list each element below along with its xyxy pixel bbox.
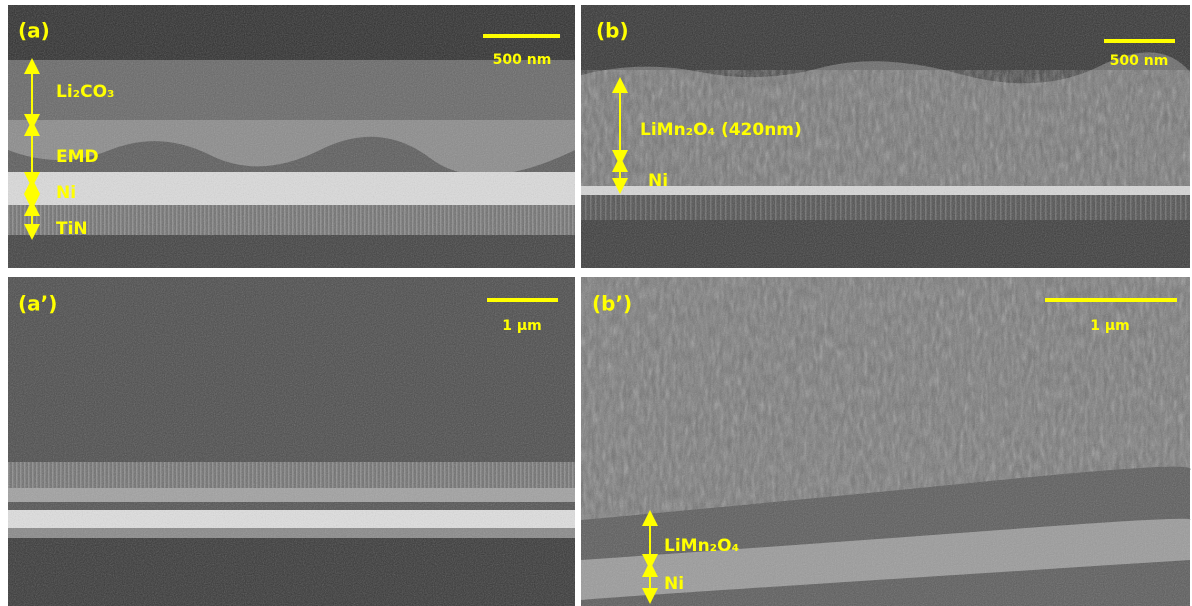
layer-label: LiMn₂O₄ (420nm) [640,120,802,140]
scale-label: 1 µm [1090,318,1130,334]
panel-label: (b) [596,19,629,43]
panel-b-prime: (b’) 1 µm LiMn₂O₄ Ni [581,277,1190,606]
figure: (a) 500 nm Li₂CO₃ EMD Ni TiN (b) 500 nm … [0,0,1192,606]
panel-label: (b’) [592,292,632,316]
layer-label: Ni [648,171,668,191]
panel-label: (a) [18,19,50,43]
layer-label: LiMn₂O₄ [664,536,739,556]
scale-label: 1 µm [502,318,542,334]
panel-a-prime: (a’) 1 µm [8,277,575,606]
scale-label: 500 nm [493,52,552,68]
panel-b: (b) 500 nm LiMn₂O₄ (420nm) Ni [581,5,1190,268]
layer-label: Li₂CO₃ [56,82,114,102]
layer-label: TiN [56,219,88,239]
scale-label: 500 nm [1110,53,1169,69]
layer-label: Ni [56,183,76,203]
layer-label: EMD [56,147,99,167]
panel-label: (a’) [18,292,57,316]
page: {"panels": [ {"label": "(a)", "scale_bar… [0,0,1192,606]
panel-a: (a) 500 nm Li₂CO₃ EMD Ni TiN [8,5,575,268]
layer-label: Ni [664,574,684,594]
